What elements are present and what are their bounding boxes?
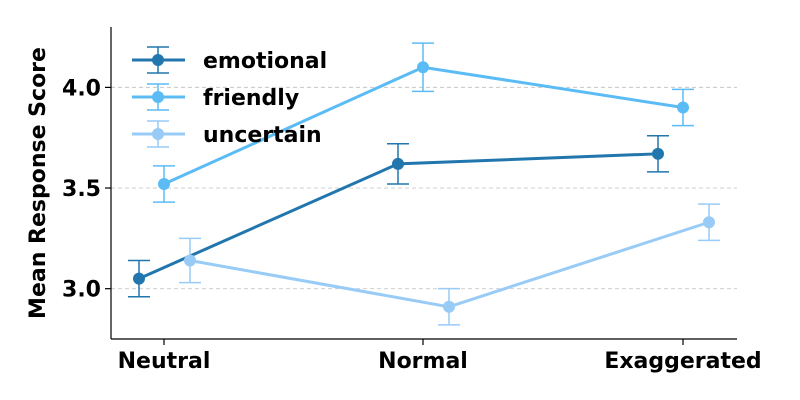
x-tick-label: Exaggerated xyxy=(604,349,761,374)
legend-marker xyxy=(152,91,164,103)
data-point xyxy=(184,254,196,267)
y-axis-title: Mean Response Score xyxy=(26,47,51,319)
legend-label: emotional xyxy=(203,49,327,74)
data-point xyxy=(158,178,170,191)
series-uncertain xyxy=(179,203,720,326)
x-tick-label: Neutral xyxy=(118,349,211,374)
ticks: 3.0 3.5 4.0 Neutral Normal Exaggerated xyxy=(62,76,762,374)
data-point xyxy=(133,272,145,285)
series-friendly xyxy=(153,42,694,203)
data-point xyxy=(703,216,715,229)
legend-marker xyxy=(152,128,164,140)
series-emotional xyxy=(128,134,669,298)
axes xyxy=(110,27,737,340)
y-tick-label: 3.5 xyxy=(62,177,101,202)
legend: emotional friendly uncertain xyxy=(132,46,327,148)
legend-item-friendly: friendly xyxy=(132,83,299,111)
legend-item-uncertain: uncertain xyxy=(132,120,322,148)
y-tick-label: 3.0 xyxy=(62,278,101,303)
data-point xyxy=(417,61,429,74)
legend-label: uncertain xyxy=(203,123,322,148)
data-point xyxy=(677,101,689,114)
y-tick-label: 4.0 xyxy=(62,76,101,101)
legend-label: friendly xyxy=(203,86,299,111)
legend-marker xyxy=(152,54,164,66)
data-point xyxy=(443,300,455,313)
series-layer xyxy=(128,42,720,326)
legend-item-emotional: emotional xyxy=(132,46,327,74)
data-point xyxy=(652,147,664,160)
grid-lines xyxy=(111,86,737,290)
x-tick-label: Normal xyxy=(378,349,468,374)
data-point xyxy=(392,157,404,170)
